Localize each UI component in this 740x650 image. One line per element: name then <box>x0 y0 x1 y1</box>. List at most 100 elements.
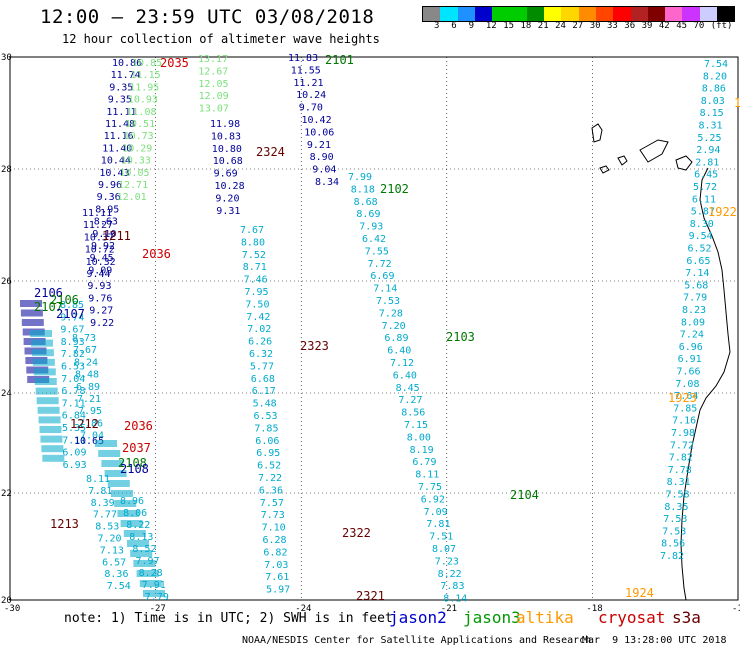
legend-label: 70 <box>693 21 705 31</box>
legend-label: 36 <box>624 21 636 31</box>
swh-value: 9.10 <box>92 229 116 240</box>
swh-value: 7.72 <box>368 259 392 270</box>
lat-tick-label: 22 <box>1 489 12 499</box>
footnote: note: 1) Time is in UTC; 2) SWH is in fe… <box>64 611 393 626</box>
legend-swatch <box>440 7 458 21</box>
swh-value: 10.73 <box>124 131 154 142</box>
swh-value: 10.86 <box>112 58 142 69</box>
swh-value: 7.10 <box>262 523 286 534</box>
swh-value: 11.27 <box>83 220 113 231</box>
swh-value: 9.93 <box>87 281 111 292</box>
swh-value: 6.93 <box>63 460 87 471</box>
pass-time-label: 2324 <box>256 145 285 159</box>
dense-track-segment <box>98 450 121 457</box>
dense-track-segment <box>117 510 140 517</box>
legend-swatch <box>682 7 700 21</box>
swh-value: 5.87 <box>691 207 715 218</box>
lon-tick-label: -27 <box>150 604 166 614</box>
swh-value: 5.68 <box>684 280 708 291</box>
legend-label: 18 <box>520 21 532 31</box>
swh-value: 12.01 <box>117 192 147 203</box>
dense-track-segment <box>36 397 59 405</box>
swh-value: 7.09 <box>424 507 448 518</box>
swh-value: 12.05 <box>198 79 228 90</box>
pass-time-label: 2035 <box>160 56 189 70</box>
swh-value: 5.72 <box>693 182 717 193</box>
legend-label: 15 <box>503 21 515 31</box>
swh-value: 8.03 <box>701 96 725 107</box>
swh-value: 9.44 <box>87 269 111 280</box>
swh-value: 7.99 <box>348 172 372 183</box>
legend-label: 24 <box>555 21 566 31</box>
swh-value: 10.44 <box>101 156 131 167</box>
swh-value: 8.34 <box>315 177 339 188</box>
legend-swatch <box>717 7 735 21</box>
altimeter-tracks: 10.8611.749.359.3511.1111.4811.1611.4010… <box>20 53 728 605</box>
legend-label: 9 <box>468 21 475 31</box>
swh-value: 10.93 <box>128 95 158 106</box>
swh-value: 7.15 <box>404 420 428 431</box>
swh-value: 8.53 <box>95 522 119 533</box>
swh-value: 7.14 <box>685 268 709 279</box>
swh-value: 7.95 <box>245 287 269 298</box>
swh-value: 6.65 <box>686 256 710 267</box>
swh-value: 7.81 <box>88 486 112 497</box>
swh-value: 11.48 <box>105 119 135 130</box>
swh-value: 8.15 <box>700 108 724 119</box>
legend-jason3: jason3 <box>463 608 521 627</box>
legend-s3a: s3a <box>672 608 701 627</box>
swh-value: 6.40 <box>393 370 417 381</box>
swh-value: 6.89 <box>384 333 408 344</box>
swh-value: 6.92 <box>421 494 445 505</box>
swh-value: 6.69 <box>370 271 394 282</box>
swh-value: 10.68 <box>213 156 243 167</box>
dense-track-segment <box>120 520 143 527</box>
swh-value: 8.35 <box>664 502 688 513</box>
swh-value: 7.51 <box>429 532 453 543</box>
swh-value: 8.22 <box>438 569 462 580</box>
swh-value: 8.11 <box>86 474 110 485</box>
swh-value: 7.53 <box>663 514 687 525</box>
swh-value: 7.85 <box>673 403 697 414</box>
swh-value: 7.04 <box>61 374 85 385</box>
swh-value: 11.55 <box>291 65 321 76</box>
swh-value: 10.80 <box>212 144 242 155</box>
swh-value: 7.57 <box>260 498 284 509</box>
swh-value: 8.95 <box>95 204 119 215</box>
pass-time-label: 1212 <box>70 417 99 431</box>
swh-value: 6.09 <box>62 448 86 459</box>
swh-value: 7.73 <box>261 510 285 521</box>
color-legend <box>422 6 736 22</box>
swh-value: 6.96 <box>679 342 703 353</box>
map-frame <box>9 56 739 601</box>
swh-value: 7.86 <box>79 418 103 429</box>
swh-value: 8.45 <box>396 383 420 394</box>
swh-value: 8.11 <box>415 470 439 481</box>
swh-value: 8.18 <box>351 184 375 195</box>
swh-value: 7.98 <box>671 428 695 439</box>
legend-label: 33 <box>607 21 618 31</box>
pass-time-label: 2104 <box>510 488 539 502</box>
swh-value: 8.36 <box>104 569 128 580</box>
pass-time-label: 2108 <box>118 456 147 470</box>
swh-value: 9.45 <box>90 253 114 264</box>
dense-track-segment <box>127 540 149 547</box>
dense-track-segment <box>133 560 156 567</box>
dense-track-segment <box>31 349 54 357</box>
dense-track-segment <box>41 445 64 453</box>
swh-value: 7.83 <box>440 581 464 592</box>
swh-value: 7.23 <box>435 556 459 567</box>
pass-time-label: 2106 <box>34 286 63 300</box>
dense-track-segment <box>104 470 127 477</box>
swh-value: 11.40 <box>102 143 132 154</box>
swh-value: 5.97 <box>266 585 290 596</box>
swh-value: 10.05 <box>119 168 149 179</box>
swh-value: 6.06 <box>255 436 279 447</box>
swh-value: 9.35 <box>109 82 133 93</box>
swh-value: 7.66 <box>677 367 701 378</box>
dense-track-segment <box>107 480 130 487</box>
swh-value: 12.67 <box>198 66 228 77</box>
dense-track-segment <box>95 440 117 447</box>
swh-value: 7.22 <box>258 473 282 484</box>
